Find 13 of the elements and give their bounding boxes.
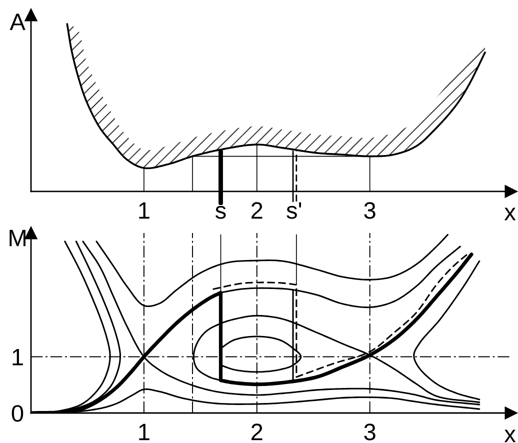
x-axis-title: x	[504, 208, 516, 220]
x-tick-label: 1	[139, 424, 150, 440]
x-tick-label: 3	[364, 202, 376, 219]
x-axis-title: x	[504, 430, 516, 442]
y-axis-title: M	[10, 230, 26, 246]
x-tick-label: s'	[286, 202, 302, 219]
y-tick-label: 0	[12, 405, 24, 422]
x-tick-label: s	[215, 206, 226, 219]
y-axis-title: A	[10, 14, 26, 30]
x-tick-label: 2	[252, 202, 262, 219]
x-tick-label: 1	[139, 202, 150, 219]
x-tick-label: 2	[252, 424, 262, 440]
x-tick-label: 3	[364, 424, 376, 440]
